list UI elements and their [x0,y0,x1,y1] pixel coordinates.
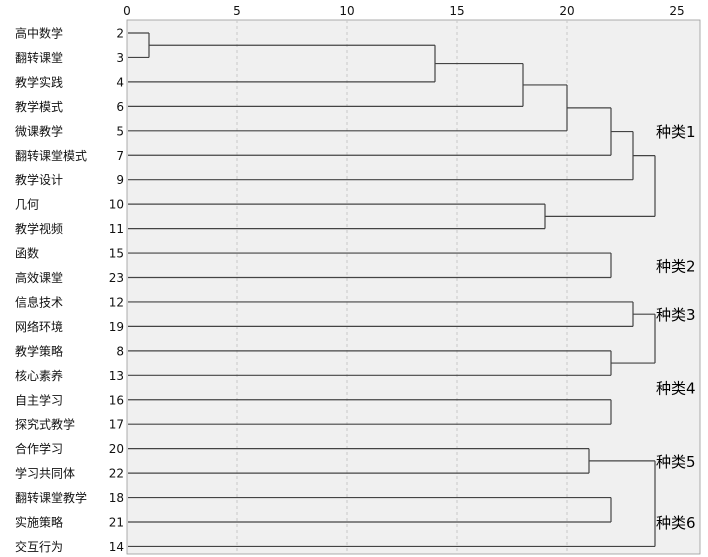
leaf-id: 5 [116,124,124,138]
leaf-id: 4 [116,75,124,89]
leaf-id: 13 [109,369,124,383]
leaf-id: 23 [109,271,124,285]
cluster-label: 种类1 [656,123,696,141]
grid-lines [236,20,568,554]
cluster-label: 种类4 [656,380,696,398]
leaf-label: 教学视频 [15,221,63,236]
leaf-id: 19 [109,320,124,334]
leaf-label: 信息技术 [15,294,63,309]
leaf-id: 11 [109,222,124,236]
leaf-id: 22 [109,467,124,481]
leaf-id: 18 [109,491,124,505]
leaf-label: 自主学习 [15,392,63,407]
leaf-id: 7 [116,149,124,163]
leaf-label: 实施策略 [15,515,63,530]
cluster-labels: 种类1 种类2 种类3 种类4 种类5 种类6 [656,123,696,532]
cluster-label: 种类2 [656,257,696,275]
leaf-id: 17 [109,418,124,432]
leaf-id: 15 [109,247,124,261]
leaf-id: 3 [116,51,124,65]
leaf-label: 翻转课堂模式 [15,148,87,163]
leaf-label: 高中数学 [15,26,63,41]
x-axis-ticks: 0 5 10 15 20 25 [123,4,684,18]
leaf-id: 9 [116,173,124,187]
leaf-label: 几何 [15,198,39,212]
leaf-label: 学习共同体 [15,466,75,481]
x-tick-label: 15 [449,4,464,18]
cluster-label: 种类5 [656,453,696,471]
leaf-label: 翻转课堂 [15,50,63,65]
leaf-label: 高效课堂 [15,270,63,285]
leaf-label: 网络环境 [15,319,63,334]
x-tick-label: 20 [559,4,574,18]
dendrogram-links [128,32,656,548]
leaf-id: 16 [109,393,124,407]
leaf-label: 微课教学 [15,123,63,138]
leaf-id: 21 [109,516,124,530]
leaf-id: 14 [109,540,124,554]
leaf-id: 12 [109,295,124,309]
leaf-id: 20 [109,442,124,456]
leaf-label: 核心素养 [15,368,63,383]
leaf-label: 合作学习 [15,441,63,456]
plot-background [126,19,701,555]
x-tick-label: 0 [123,4,131,18]
x-tick-label: 25 [669,4,684,18]
cluster-label: 种类6 [656,514,696,532]
leaf-label: 教学设计 [15,172,63,187]
leaf-label: 教学实践 [15,74,63,89]
x-tick-label: 10 [339,4,354,18]
leaf-id: 10 [109,198,124,212]
leaf-label: 函数 [15,246,39,261]
leaf-id: 8 [116,344,124,358]
leaf-id: 6 [116,100,124,114]
leaf-label: 教学策略 [15,343,63,358]
cluster-label: 种类3 [656,306,696,324]
leaf-label: 交互行为 [15,539,63,554]
leaf-label: 探究式教学 [15,417,75,432]
leaf-label: 翻转课堂教学 [15,490,87,505]
leaf-id: 2 [116,27,124,41]
x-tick-label: 5 [233,4,241,18]
leaf-labels: 高中数学 2 翻转课堂 3 教学实践 4 教学模式 6 微课教学 5 翻转课堂模式 7 教学设计 9 几何 1… [15,26,124,554]
leaf-label: 教学模式 [15,99,63,114]
